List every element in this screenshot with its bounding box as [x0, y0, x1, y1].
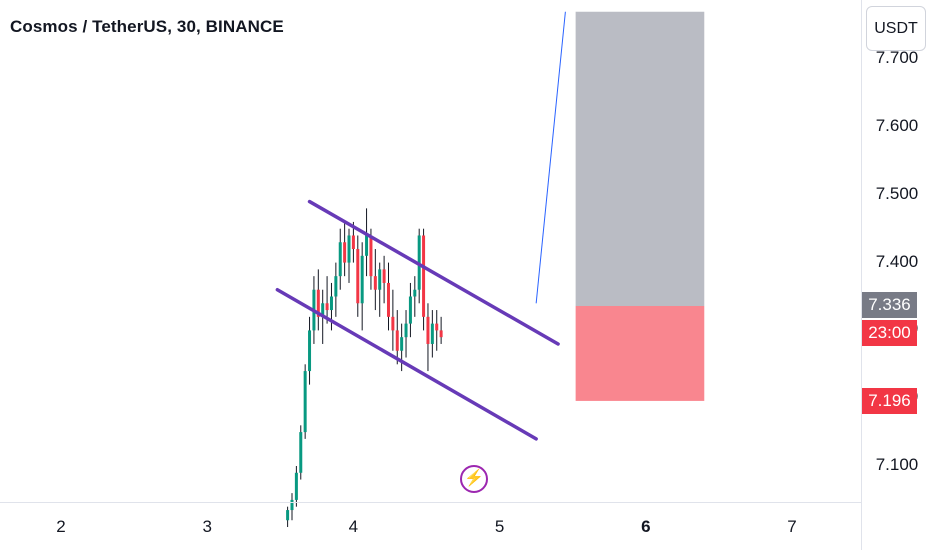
time-axis-border	[0, 502, 861, 503]
time-tick-label: 4	[348, 517, 359, 536]
candle-body-29	[413, 289, 417, 297]
lightning-icon[interactable]: ⚡	[460, 465, 488, 493]
price-tick-label: 7.100	[875, 455, 919, 474]
candle-body-22	[382, 269, 386, 283]
channel-lower-line	[275, 287, 538, 441]
price-tick-label: 7.400	[875, 251, 919, 271]
candle-body-33	[430, 323, 434, 344]
candle-body-0	[286, 510, 290, 521]
channel-upper-line	[307, 199, 560, 346]
candle-body-20	[373, 276, 377, 290]
time-tick-label: 2	[56, 517, 66, 536]
time-tick-label: 5	[494, 517, 505, 536]
candle-body-2	[294, 472, 298, 500]
candle-body-15	[351, 235, 355, 250]
candle-body-4	[303, 371, 307, 433]
price-tick-label: 7.700	[875, 48, 919, 68]
candle-body-14	[347, 235, 351, 263]
candle-body-10	[329, 296, 333, 311]
countdown-badge: 23:00	[862, 319, 917, 346]
stop-zone	[575, 305, 705, 401]
target-zone	[575, 11, 705, 306]
candle-body-11	[334, 276, 338, 297]
candle-body-31	[422, 235, 426, 317]
candle-body-5	[308, 330, 312, 372]
candle-body-27	[404, 323, 408, 338]
candle-body-9	[325, 303, 329, 311]
candle-body-21	[378, 269, 382, 290]
candle-body-26	[400, 337, 404, 351]
candle-body-8	[321, 303, 325, 317]
candle-body-19	[369, 235, 373, 277]
candle-body-7	[316, 289, 320, 317]
candle-body-34	[435, 323, 439, 331]
time-tick-label: 3	[202, 517, 212, 536]
candle-body-1	[290, 499, 294, 511]
candle-body-12	[338, 242, 342, 277]
candle-body-23	[386, 282, 390, 317]
candle-body-24	[391, 316, 395, 331]
candle-body-13	[343, 242, 347, 263]
price-tick-label: 7.600	[875, 116, 919, 135]
time-tick-label: 7	[787, 517, 797, 536]
candle-body-25	[395, 330, 399, 351]
stop-price-badge: 7.196	[862, 387, 917, 414]
candle-body-35	[439, 330, 443, 338]
chart-title: Cosmos / TetherUS, 30, BINANCE	[10, 17, 284, 36]
candle-body-28	[408, 296, 412, 324]
candle-body-18	[365, 235, 369, 256]
candle-body-17	[360, 255, 364, 304]
candle-body-16	[356, 249, 360, 304]
projection-line	[535, 11, 566, 304]
candle-body-3	[299, 432, 303, 473]
price-axis-border	[861, 0, 862, 550]
candle-body-32	[426, 316, 430, 344]
price-tick-label: 7.500	[875, 183, 919, 203]
time-tick-label: 6	[641, 517, 651, 536]
currency-button[interactable]: USDT	[866, 6, 926, 51]
last-price-badge: 7.336	[862, 291, 917, 318]
